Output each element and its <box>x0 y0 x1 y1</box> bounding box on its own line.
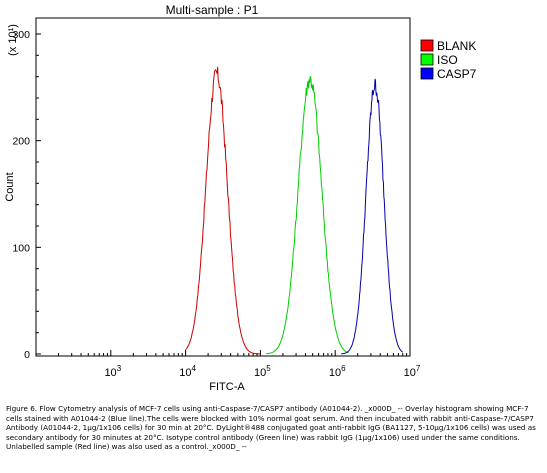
x-axis-label: FITC-A <box>209 381 245 393</box>
figure-caption: Figure 6. Flow Cytometry analysis of MCF… <box>6 404 536 452</box>
x-tick-label: 103 <box>104 364 121 379</box>
y-axis-ticks: 0 100 200 300 <box>12 29 41 361</box>
legend-label-casp7: CASP7 <box>437 67 477 81</box>
y-axis-label: Count <box>4 172 16 201</box>
legend-swatch-casp7 <box>420 67 434 80</box>
y-tick-label: 100 <box>12 242 30 254</box>
histogram-series <box>185 66 404 355</box>
legend-swatch-blank <box>420 39 434 52</box>
x-axis-ticks: 103 104 105 106 107 <box>58 350 421 379</box>
x-tick-label: 104 <box>179 364 196 379</box>
chart-title: Multi-sample : P1 <box>166 3 259 17</box>
y-tick-label: 200 <box>12 136 30 148</box>
plot-frame <box>35 17 411 357</box>
series-line-blank <box>185 66 261 355</box>
x-tick-label: 107 <box>404 364 421 379</box>
legend-label-blank: BLANK <box>437 39 476 53</box>
x-tick-label: 106 <box>329 364 346 379</box>
y-tick-label: 300 <box>12 29 30 41</box>
series-line-iso <box>266 76 349 355</box>
legend-swatch-iso <box>420 53 434 66</box>
x-tick-label: 105 <box>254 364 271 379</box>
legend-label-iso: ISO <box>437 53 458 67</box>
series-line-casp7 <box>341 78 404 355</box>
y-tick-label: 0 <box>24 349 30 361</box>
flow-cytometry-chart: Multi-sample : P1 (x 10¹) Count FITC-A 0… <box>4 3 477 393</box>
y-axis-multiplier: (x 10¹) <box>7 24 19 56</box>
